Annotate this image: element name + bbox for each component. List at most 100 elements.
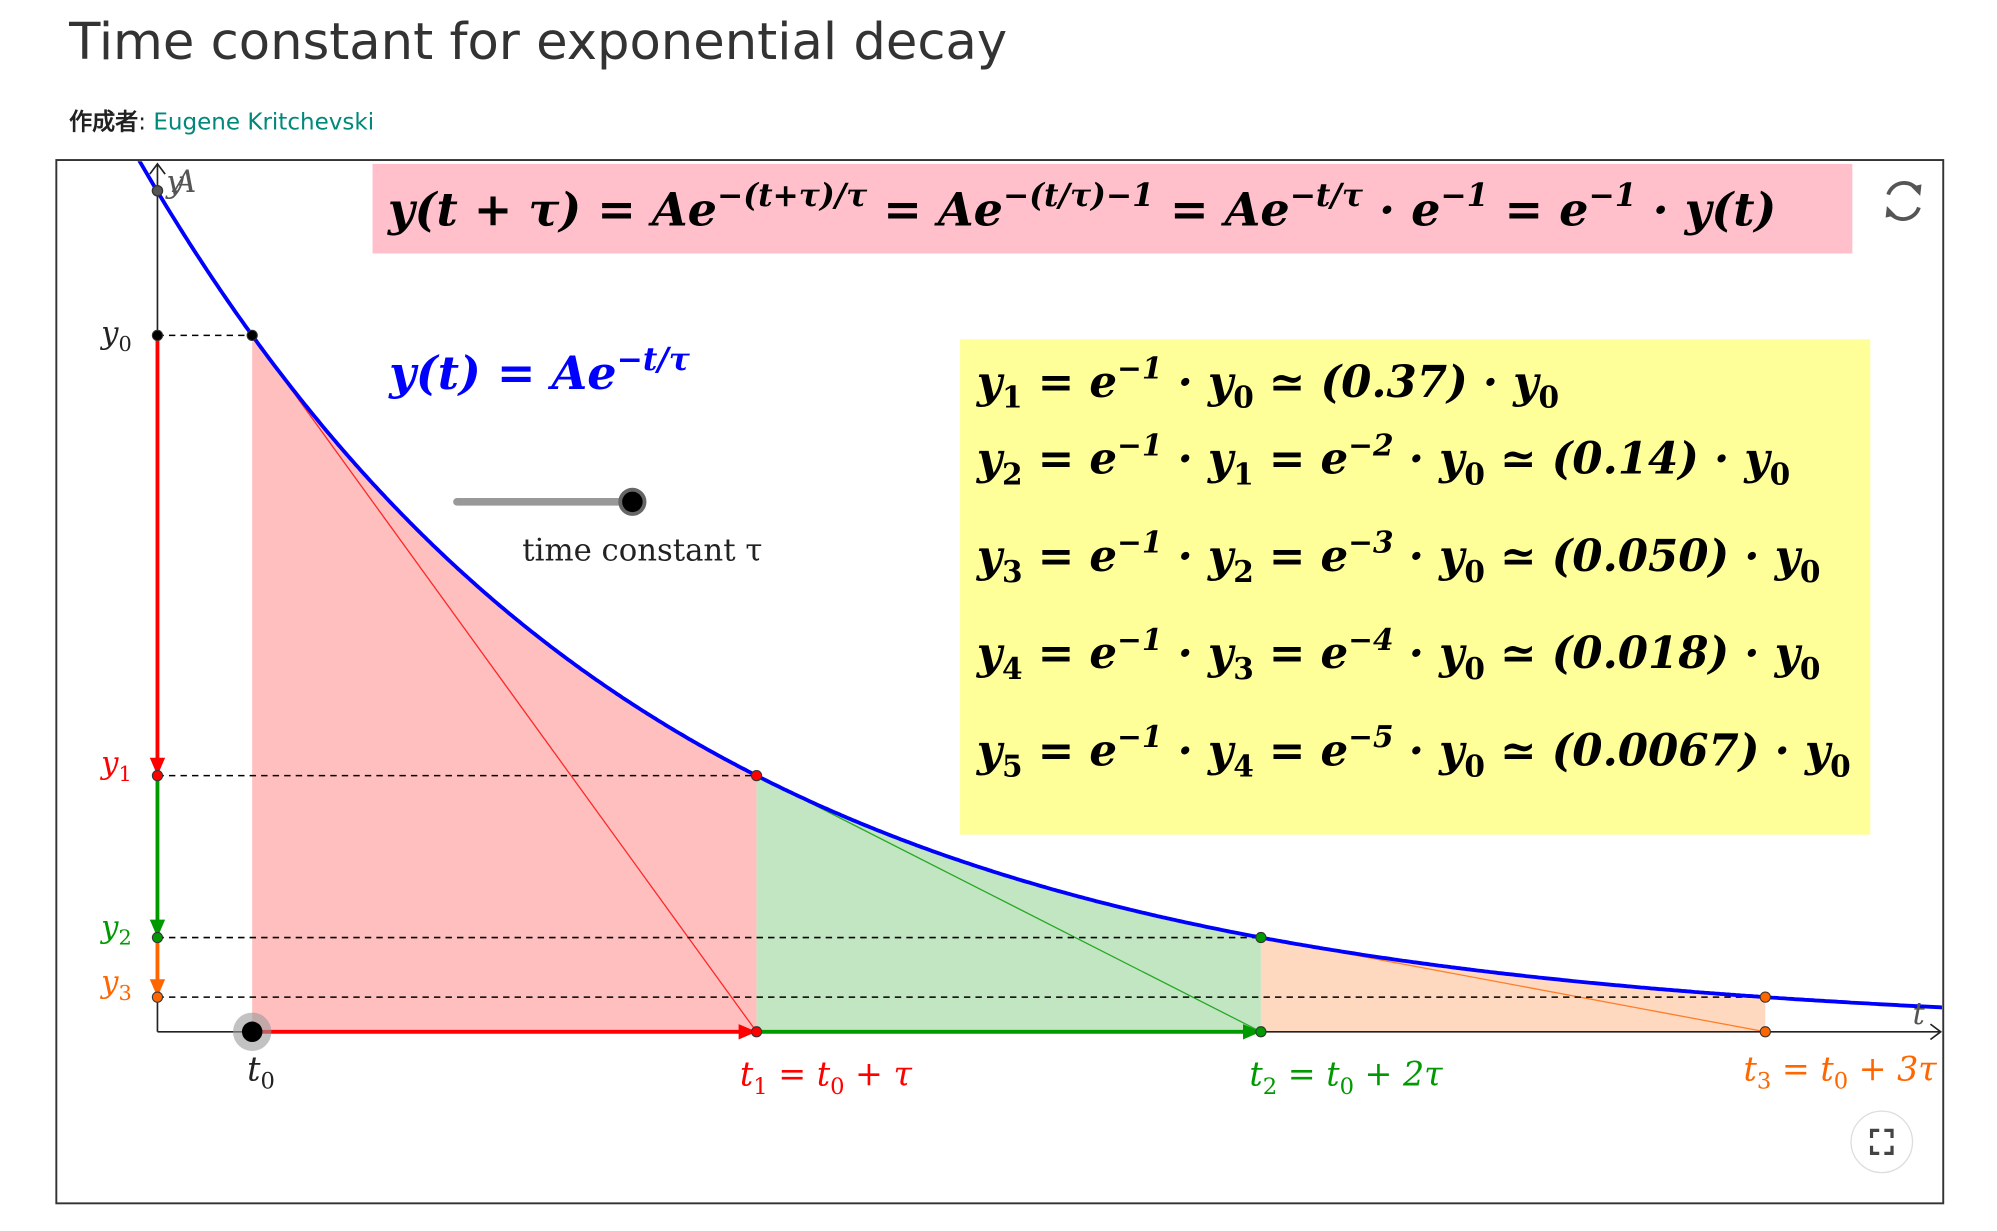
- formula-part: y(t + τ) = Ae: [387, 182, 717, 236]
- formula-part: = t: [1277, 1055, 1340, 1094]
- formula-part: · y: [1394, 628, 1467, 679]
- formula-part: 0: [1464, 554, 1485, 589]
- formula-part: −1: [1117, 351, 1162, 386]
- formula-part: t: [247, 1049, 261, 1088]
- formula-part: 0: [1800, 651, 1821, 686]
- tangent-line: [756, 775, 1262, 1033]
- formula-part: −1: [1117, 719, 1162, 754]
- formula-part: ≃ (0.050) · y: [1485, 531, 1803, 582]
- formula-part: = e: [1023, 628, 1117, 679]
- formula-part: · y: [1162, 434, 1235, 485]
- formula-part: 0: [1538, 380, 1559, 415]
- formula-part: −4: [1348, 622, 1393, 657]
- formula-part: 0: [1770, 457, 1791, 492]
- formula-part: −1: [1117, 622, 1162, 657]
- formula-part: −5: [1348, 719, 1393, 754]
- formula-part: 3: [118, 981, 131, 1005]
- formula-part: · y: [1394, 726, 1467, 777]
- top-formula-box: [372, 163, 1853, 254]
- fullscreen-circle[interactable]: [1850, 1110, 1914, 1174]
- t0-handle: [241, 1021, 263, 1043]
- formula-part: −(t+τ)/τ: [717, 178, 868, 214]
- slider-label: time constant τ: [522, 533, 762, 569]
- author-link[interactable]: Eugene Kritchevski: [153, 109, 374, 135]
- formula-part: = t: [768, 1055, 831, 1094]
- axis-t-point: [1255, 1026, 1267, 1038]
- formula-part: = Ae: [867, 182, 1003, 236]
- colon: :: [138, 109, 153, 135]
- ratio-line: y1 = e−1 · y0 ≃ (0.37) · y0: [976, 351, 1559, 415]
- formula-part: = e: [1023, 357, 1117, 408]
- curve-formula: y(t) = Ae−t/τ: [388, 342, 691, 400]
- author-label: 作成者: [69, 109, 138, 135]
- formula-part: · y: [1162, 531, 1235, 582]
- formula-part: 1: [753, 1074, 767, 1100]
- y-value-label: y3: [99, 964, 132, 1005]
- slider-knob[interactable]: [622, 491, 643, 513]
- formula-part: −1: [1440, 178, 1488, 214]
- formula-part: · y(t): [1637, 182, 1777, 236]
- y-axis-label: y: [164, 164, 184, 200]
- formula-part: = e: [1254, 531, 1348, 582]
- ratio-line: y3 = e−1 · y2 = e−3 · y0 ≃ (0.050) · y0: [976, 525, 1821, 589]
- formula-part: −t/τ: [1290, 178, 1364, 214]
- formula-part: ≃ (0.14) · y: [1485, 434, 1772, 485]
- y-value-label: y0: [99, 315, 132, 356]
- x-axis-arrow: [1929, 1023, 1942, 1041]
- t-step-arrowhead: [738, 1024, 757, 1040]
- fullscreen-glyph[interactable]: [1869, 1128, 1894, 1156]
- ratio-box: [960, 339, 1871, 835]
- fullscreen-button[interactable]: [1850, 1110, 1914, 1174]
- formula-part: −t/τ: [617, 342, 691, 378]
- y-step-arrowhead: [149, 919, 166, 938]
- axis-y-point: [151, 329, 164, 342]
- formula-part: · y: [1162, 628, 1235, 679]
- a-label: A: [171, 164, 196, 200]
- reset-icon[interactable]: [1885, 181, 1922, 221]
- a-point: [151, 184, 164, 197]
- formula-part: 2: [1002, 457, 1023, 492]
- formula-part: 0: [1464, 651, 1485, 686]
- formula-part: y: [976, 726, 1005, 777]
- formula-part: t: [740, 1055, 754, 1094]
- formula-part: · y: [1394, 531, 1467, 582]
- formula-part: 4: [1002, 651, 1023, 686]
- formula-part: y: [99, 909, 119, 945]
- y-step-arrowhead: [149, 757, 166, 776]
- formula-part: −1: [1117, 427, 1162, 462]
- formula-part: 2: [1263, 1074, 1277, 1100]
- reset-arrow-top[interactable]: [1911, 184, 1922, 196]
- formula-part: 0: [118, 332, 131, 356]
- page-title: Time constant for exponential decay: [68, 12, 1007, 72]
- t-value-label: t0: [247, 1049, 275, 1094]
- formula-part: 3: [1757, 1069, 1771, 1095]
- axis-y-point: [151, 769, 164, 782]
- formula-part: t: [1744, 1049, 1758, 1088]
- formula-part: t: [1249, 1055, 1263, 1094]
- formula-part: = e: [1254, 434, 1348, 485]
- t-value-label: t1 = t0 + τ: [740, 1055, 913, 1100]
- formula-part: 2: [1233, 554, 1254, 589]
- formula-part: 4: [1233, 748, 1254, 783]
- y-step-arrowhead: [149, 979, 166, 998]
- formula-part: · y: [1394, 434, 1467, 485]
- formula-part: 1: [1002, 380, 1023, 415]
- axis-t-point: [750, 1026, 763, 1038]
- formula-part: y(t) = Ae: [388, 346, 616, 400]
- formula-part: = e: [1023, 531, 1117, 582]
- formula-part: 0: [1464, 457, 1485, 492]
- formula-part: + τ: [844, 1055, 912, 1094]
- formula-part: 0: [1834, 1069, 1848, 1095]
- formula-part: 0: [1464, 748, 1485, 783]
- formula-part: = e: [1023, 726, 1117, 777]
- reset-arrow-bottom[interactable]: [1885, 206, 1896, 218]
- formula-part: ≃ (0.0067) · y: [1485, 726, 1833, 777]
- formula-part: 3: [1002, 554, 1023, 589]
- axis-y-point: [151, 931, 164, 944]
- curve-point: [246, 329, 258, 342]
- formula-part: 3: [1233, 651, 1254, 686]
- decay-curve: [137, 161, 1942, 1010]
- t-value-label: t3 = t0 + 3τ: [1744, 1049, 1938, 1094]
